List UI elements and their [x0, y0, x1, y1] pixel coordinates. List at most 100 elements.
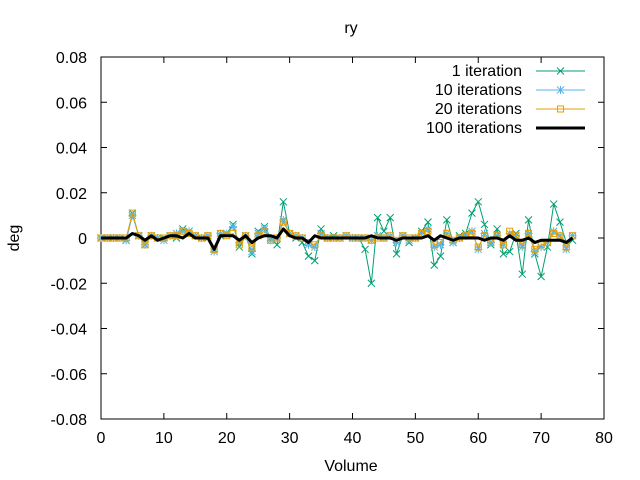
data-point [499, 249, 508, 258]
marker-square [518, 241, 526, 249]
marker-square [248, 243, 256, 251]
data-point [279, 218, 287, 226]
data-point [436, 252, 445, 260]
marker-stroke [361, 245, 369, 254]
y-tick-label: 0.08 [56, 50, 87, 67]
marker-stroke [537, 272, 545, 281]
marker-stroke [380, 227, 388, 236]
chart-title: ry [344, 20, 357, 37]
data-point [474, 197, 483, 206]
data-point [304, 252, 313, 260]
data-point [279, 197, 288, 206]
data-point [128, 209, 136, 217]
marker-stroke [524, 216, 533, 224]
data-point [524, 216, 533, 224]
marker-stroke [556, 67, 565, 75]
marker-stroke [367, 279, 376, 288]
x-tick-label: 30 [281, 430, 299, 447]
marker-stroke [392, 249, 401, 258]
data-point [556, 218, 564, 227]
y-tick-label: -0.02 [51, 276, 88, 293]
marker-square [474, 243, 482, 251]
data-point [556, 232, 564, 240]
x-axis-label: Volume [324, 458, 377, 475]
legend-label: 10 iterations [435, 82, 522, 99]
legend-label: 1 iteration [452, 63, 522, 80]
data-point [437, 239, 445, 247]
legend: 1 iteration 10 iterations 20 iterations 100… [426, 63, 585, 137]
marker-stroke [310, 256, 319, 265]
data-point [442, 216, 451, 224]
marker-square [531, 245, 539, 253]
data-point [424, 227, 432, 235]
x-tick-label: 10 [155, 430, 173, 447]
data-point [562, 243, 570, 251]
data-point [260, 227, 268, 235]
data-point [367, 279, 376, 288]
marker-stroke [468, 209, 476, 217]
marker-square [279, 218, 287, 226]
marker-stroke [386, 213, 395, 222]
x-tick-label: 20 [218, 430, 236, 447]
data-point [499, 241, 507, 249]
data-point [361, 245, 369, 254]
marker-square [557, 105, 564, 113]
x-tick-label: 60 [469, 430, 487, 447]
marker-square [556, 232, 564, 240]
data-point [506, 227, 514, 235]
marker-square [141, 241, 149, 249]
series-layer [97, 197, 577, 288]
data-point [373, 213, 382, 222]
data-point [531, 245, 539, 253]
axis-ticks: 0 10 20 30 40 50 60 70 80 -0.08 -0.06 -0.04 -0.02 0 0.… [51, 50, 613, 447]
legend-label: 100 iterations [426, 120, 522, 137]
data-point [273, 240, 281, 249]
y-axis-label: deg [6, 225, 23, 252]
data-point [537, 272, 545, 281]
x-tick-label: 40 [344, 430, 362, 447]
marker-stroke [373, 213, 382, 222]
data-point [424, 218, 432, 227]
data-point [310, 256, 319, 265]
data-point [141, 241, 149, 249]
marker-square [235, 241, 243, 249]
data-point [229, 222, 238, 231]
y-tick-label: 0.04 [56, 141, 87, 158]
marker-stroke [493, 225, 501, 233]
data-point [430, 261, 439, 270]
data-point [549, 200, 558, 208]
y-tick-label: -0.08 [51, 412, 88, 429]
x-tick-label: 80 [595, 430, 613, 447]
marker-square [242, 232, 250, 240]
data-point [525, 229, 533, 237]
x-tick-label: 0 [97, 430, 106, 447]
y-tick-label: 0.02 [56, 186, 87, 203]
data-point [248, 243, 256, 251]
marker-square [311, 241, 319, 249]
marker-stroke [474, 197, 483, 206]
marker-square [424, 227, 432, 235]
marker-square [468, 229, 476, 237]
legend-label: 20 iterations [435, 101, 522, 118]
marker-square [437, 239, 445, 247]
marker-stroke [549, 200, 558, 208]
data-point [380, 227, 388, 236]
data-point [505, 247, 514, 256]
x-tick-label: 70 [532, 430, 550, 447]
marker-stroke [424, 218, 432, 227]
marker-square [525, 229, 533, 237]
marker-square [260, 227, 268, 235]
data-point [247, 247, 256, 256]
marker-stroke [556, 218, 564, 227]
marker-stroke [480, 220, 489, 229]
y-tick-label: 0 [78, 231, 87, 248]
data-point [392, 249, 401, 258]
y-tick-label: -0.06 [51, 367, 88, 384]
x-tick-label: 50 [406, 430, 424, 447]
marker-square [128, 209, 136, 217]
data-point [386, 213, 395, 222]
legend-swatch-marker [556, 86, 565, 94]
legend-swatch-marker [556, 67, 565, 75]
marker-square [506, 227, 514, 235]
